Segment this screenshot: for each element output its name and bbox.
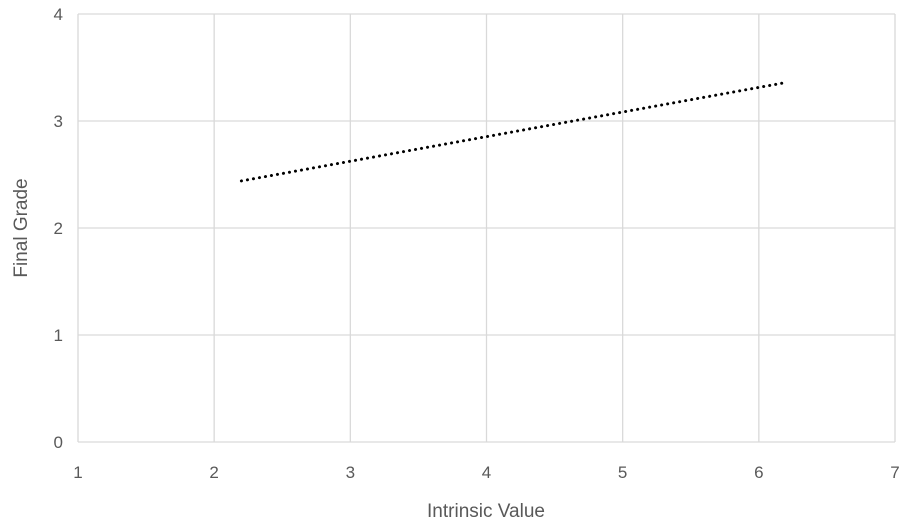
- x-axis-ticks: 1 2 3 4 5 6 7: [73, 463, 899, 482]
- x-tick-label: 6: [754, 463, 763, 482]
- x-tick-label: 7: [890, 463, 899, 482]
- y-tick-label: 3: [54, 112, 63, 131]
- trendline-series: [239, 80, 788, 183]
- y-tick-label: 4: [54, 5, 63, 24]
- y-tick-label: 0: [54, 433, 63, 452]
- y-tick-label: 1: [54, 326, 63, 345]
- x-tick-label: 3: [346, 463, 355, 482]
- x-tick-label: 4: [482, 463, 491, 482]
- x-tick-label: 1: [73, 463, 82, 482]
- y-axis-title: Final Grade: [11, 178, 32, 277]
- y-tick-label: 2: [54, 219, 63, 238]
- y-axis-ticks: 0 1 2 3 4: [54, 5, 63, 452]
- series-layer: [239, 80, 788, 183]
- x-axis-title: Intrinsic Value: [427, 501, 545, 522]
- x-tick-label: 5: [618, 463, 627, 482]
- x-tick-label: 2: [209, 463, 218, 482]
- grid: [77, 13, 896, 443]
